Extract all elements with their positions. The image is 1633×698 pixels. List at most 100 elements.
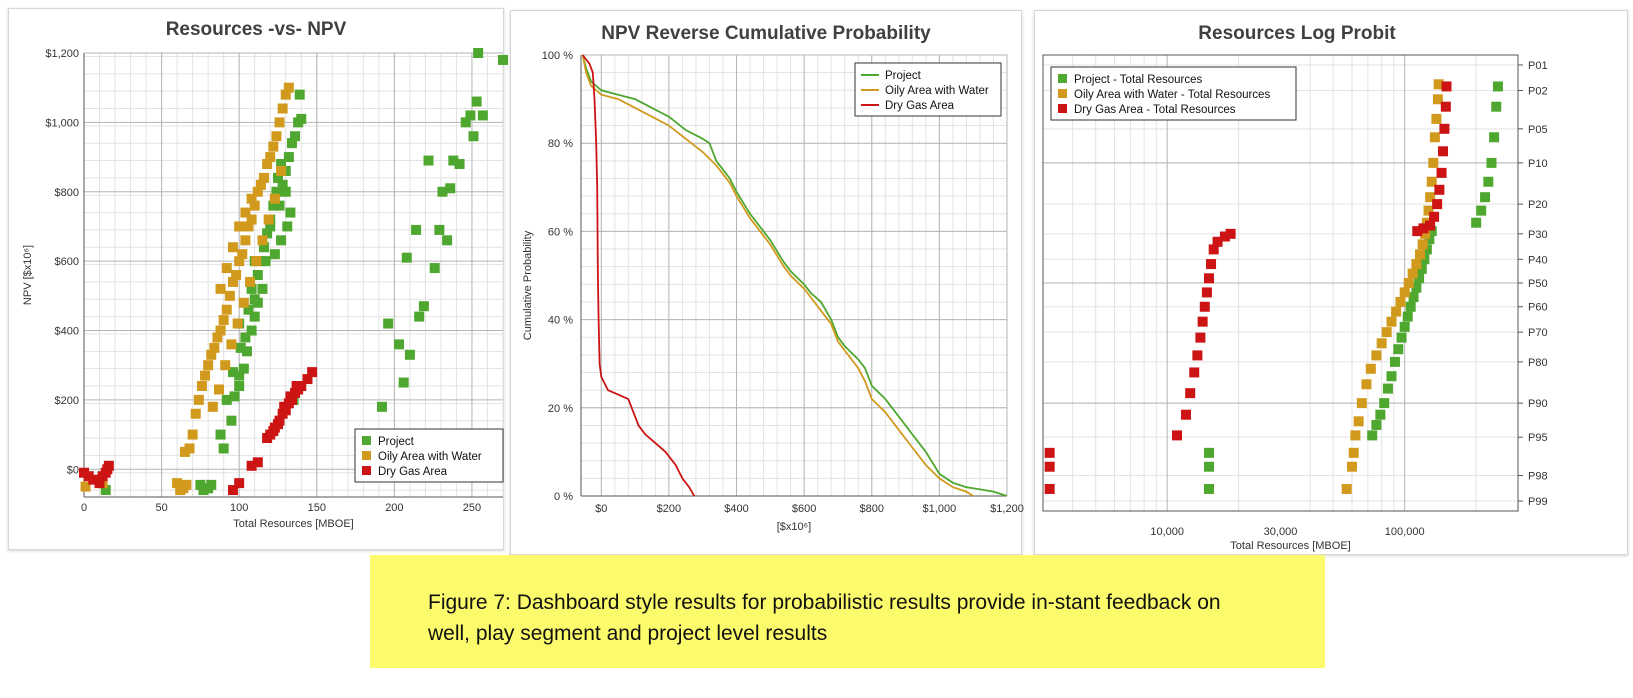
data-point [262,159,273,169]
data-point [1420,228,1431,239]
y-tick-label: $200 [55,395,79,407]
data-point [445,183,456,194]
data-point [418,301,429,312]
data-point [181,479,192,490]
x-tick-label: $0 [595,503,607,515]
data-point [1417,239,1428,250]
data-point [1411,259,1422,270]
data-point [227,276,238,287]
data-point [283,152,294,163]
series-line [581,54,696,497]
y-axis-label: Cumulative Probability [522,230,534,340]
data-point [229,391,240,402]
data-point [280,89,291,100]
data-point [1386,316,1397,327]
y-tick-label: P60 [1528,302,1548,314]
y-tick-label: P10 [1528,158,1548,170]
legend-swatch [1058,104,1067,113]
data-point [1436,167,1447,178]
y-tick-label: P95 [1528,432,1548,444]
data-point [238,297,249,308]
data-point [262,228,273,239]
data-point [279,401,290,412]
data-point [226,339,237,350]
data-point [234,221,245,232]
data-point [471,96,482,107]
y-tick-label: 80 % [548,138,573,150]
data-point [193,394,204,405]
x-tick-label: 0 [81,502,87,514]
data-point [221,304,232,315]
data-point [1044,447,1055,458]
data-point [94,478,105,489]
legend-label: Oily Area with Water [378,451,482,463]
data-point [227,242,238,253]
x-tick-label: $800 [860,503,884,515]
data-point [414,311,425,322]
data-point [259,242,270,253]
data-point [1379,398,1390,409]
data-point [1192,350,1203,361]
data-point [1425,220,1436,231]
data-point [209,342,220,353]
data-point [255,179,266,190]
data-point [1391,306,1402,317]
legend-label: Project [378,436,415,448]
data-point [100,485,111,496]
data-point [1382,383,1393,394]
data-point [274,200,285,211]
data-point [265,221,276,232]
data-point [241,346,252,357]
data-point [172,478,183,489]
data-point [269,249,280,260]
y-tick-label: 0 % [554,491,573,503]
data-point [269,193,280,204]
data-point [448,155,459,166]
data-point [246,283,257,294]
legend-swatch [362,466,371,475]
data-point [252,270,263,280]
data-point [282,221,293,232]
data-point [1438,146,1449,157]
data-point [246,193,257,204]
data-point [272,419,283,430]
data-point [1348,447,1359,458]
data-point [1402,311,1413,322]
data-point [1411,282,1422,293]
y-tick-label: P98 [1528,471,1548,483]
data-point [234,256,245,267]
data-point [103,460,114,471]
data-point [1414,273,1425,284]
data-point [1201,287,1212,298]
data-point [249,200,260,211]
data-point [294,89,305,100]
y-tick-label: 100 % [542,50,573,62]
x-tick-label: 50 [155,502,167,514]
data-point [263,214,274,225]
data-point [257,235,268,246]
data-point [442,235,453,246]
data-point [1212,236,1223,247]
legend-label: Oily Area with Water [885,85,989,97]
data-point [221,263,232,274]
data-point [218,315,229,326]
data-point [1441,81,1452,92]
legend-label: Dry Gas Area [378,466,448,478]
data-point [251,256,262,267]
data-point [1434,184,1445,195]
y-tick-label: P20 [1528,199,1548,211]
data-point [1371,350,1382,361]
data-point [465,110,476,121]
data-point [307,367,318,378]
data-point [429,263,440,274]
x-tick-label: $200 [657,503,681,515]
x-axis-label: Total Resources [MBOE] [233,518,353,530]
data-point [411,224,422,235]
data-point [243,304,254,315]
data-point [437,186,448,197]
data-point [203,360,214,371]
data-point [423,155,434,166]
resources-vs-npv-panel: Resources -vs- NPV 0 50 100 150 200 250 $0 $200 $… [8,8,508,550]
data-point [1204,483,1215,494]
data-point [291,381,302,391]
